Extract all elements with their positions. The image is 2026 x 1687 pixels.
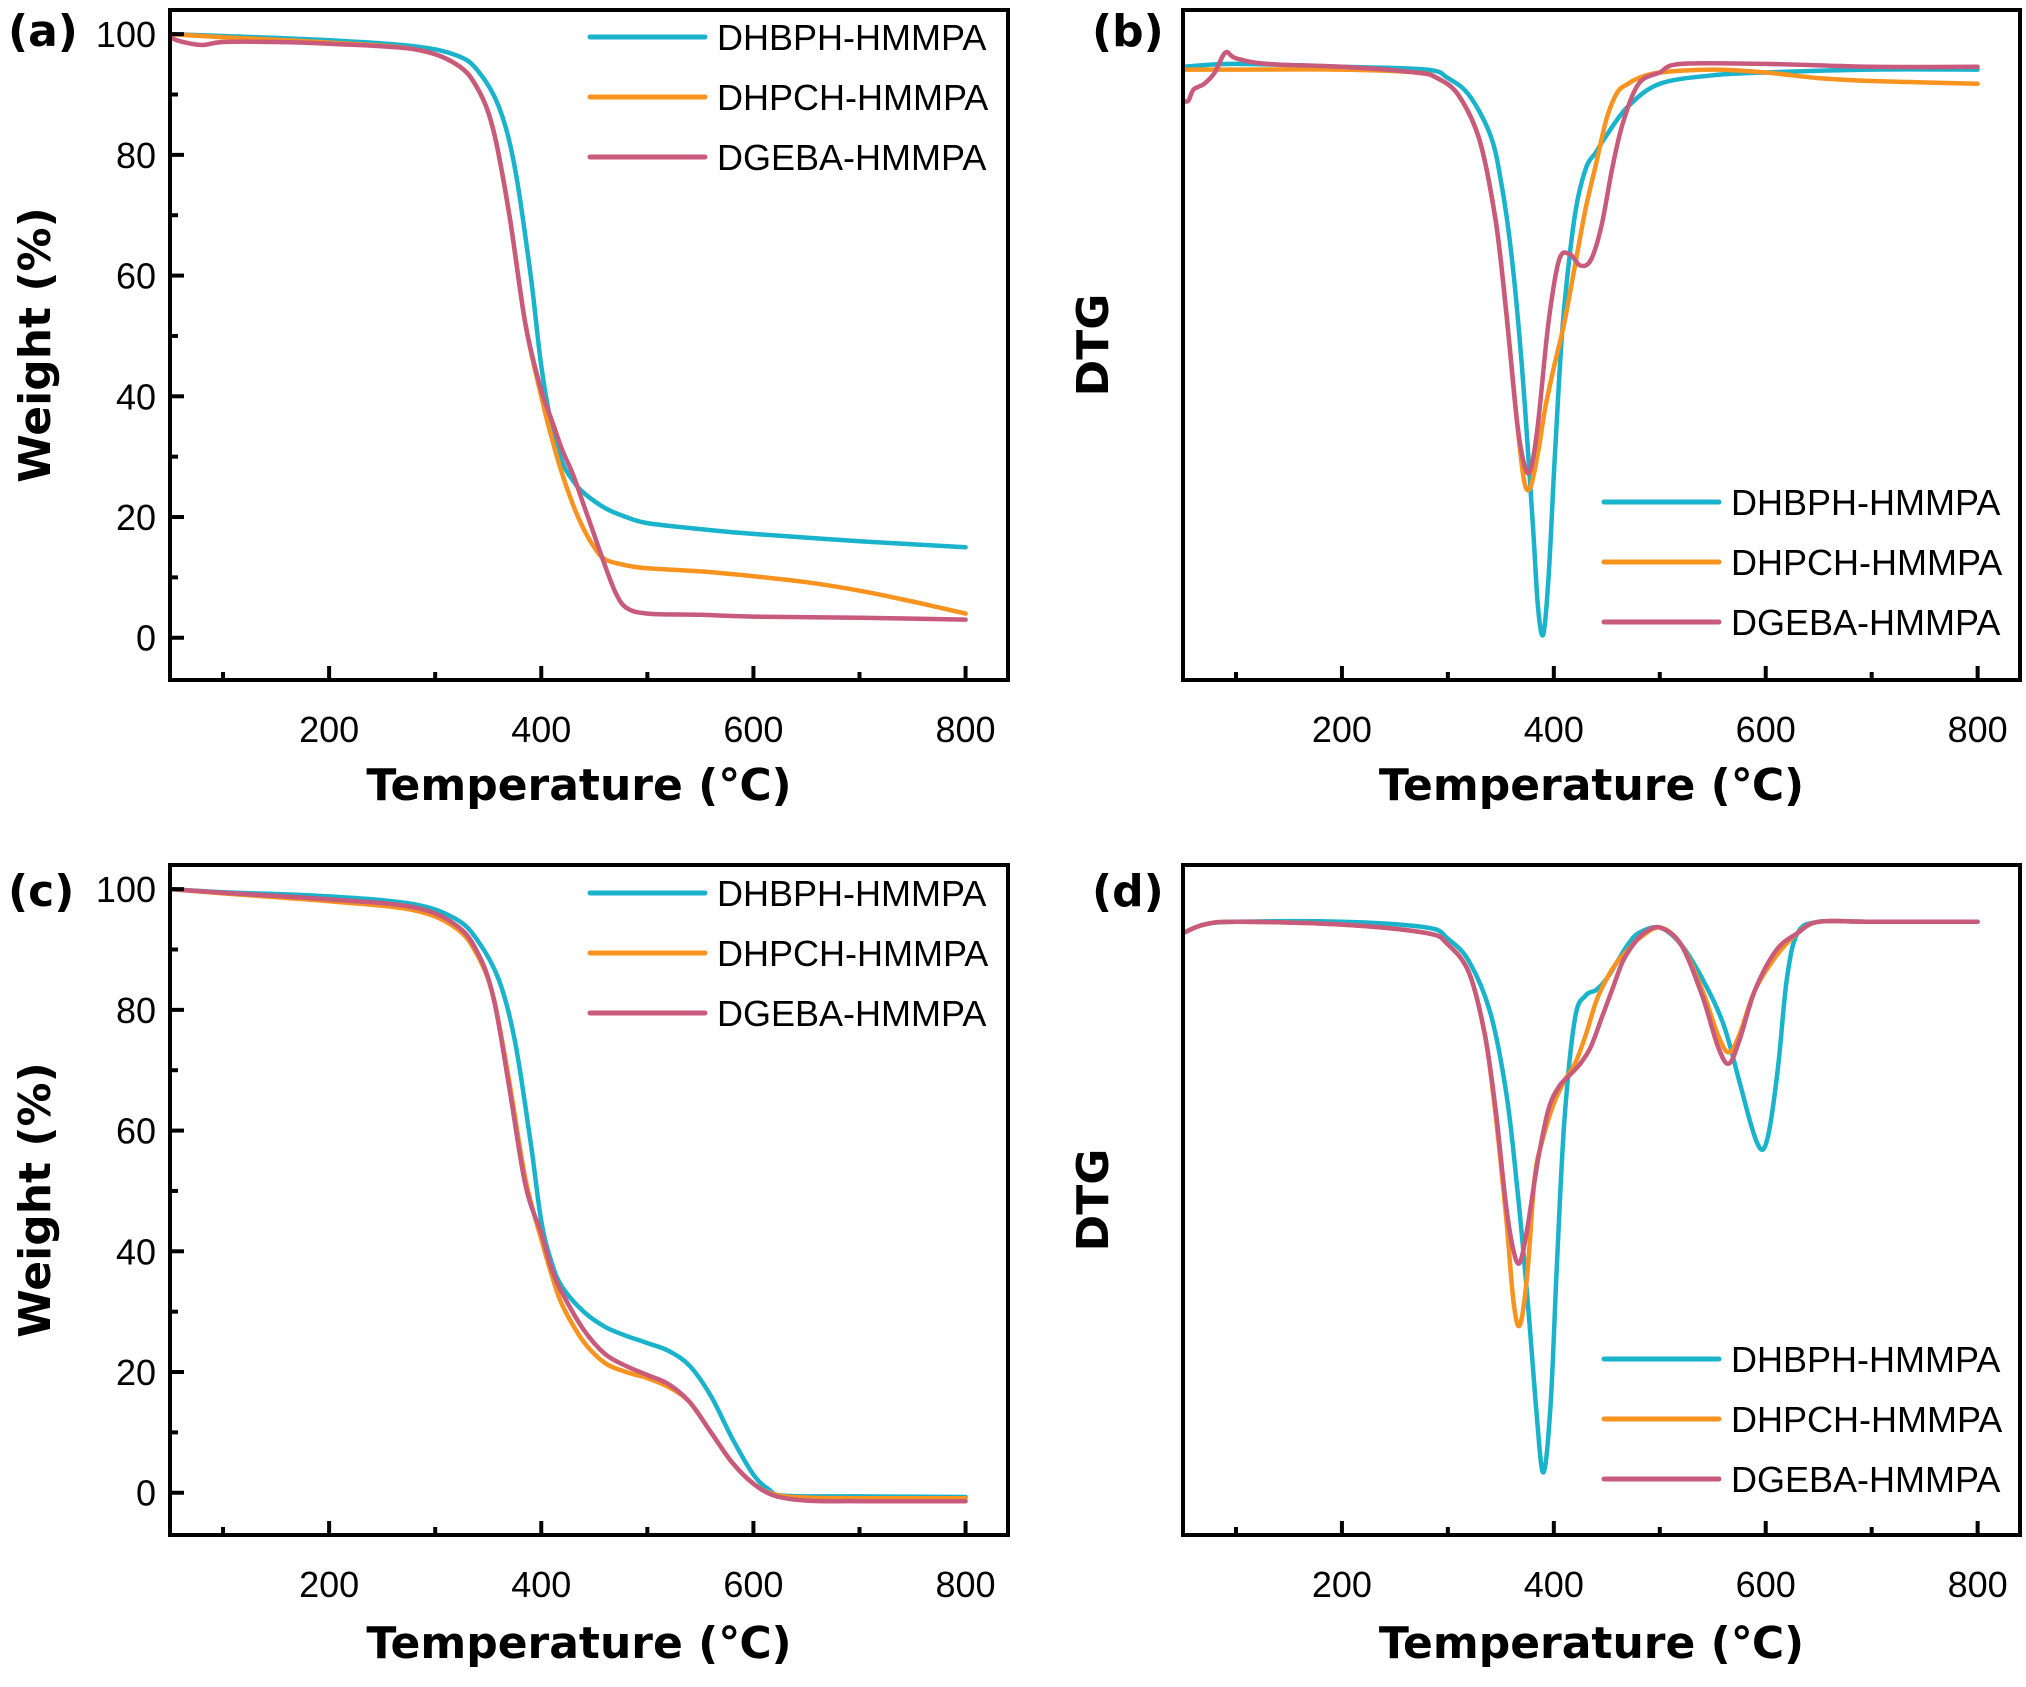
x-tick-label: 800 (1948, 1564, 2008, 1605)
legend: DHBPH-HMMPA DHPCH-HMMPA DGEBA-HMMPA (587, 873, 988, 1034)
legend-label: DGEBA-HMMPA (717, 137, 986, 178)
legend-label: DHBPH-HMMPA (1731, 482, 2000, 523)
legend-item: DHBPH-HMMPA (1601, 1339, 2000, 1380)
series-line-dgeba-hmmpa (1183, 918, 1980, 1266)
y-tick-label: 40 (116, 1231, 156, 1272)
legend: DHBPH-HMMPA DHPCH-HMMPA DGEBA-HMMPA (1601, 1339, 2002, 1500)
legend-item: DGEBA-HMMPA (1601, 602, 2000, 643)
panel-d-dtg-chart: (d) 200 400 600 800 Temperature (℃) DTG DHBPH-… (1068, 863, 2022, 1669)
x-tick-label: 600 (1736, 1564, 1796, 1605)
panel-label-a: (a) (8, 6, 78, 57)
x-tick-label: 600 (1736, 709, 1796, 750)
legend-label: DGEBA-HMMPA (717, 993, 986, 1034)
legend: DHBPH-HMMPA DHPCH-HMMPA DGEBA-HMMPA (1601, 482, 2002, 643)
y-tick-label: 20 (116, 1352, 156, 1393)
series-line-dhbph-hmmpa (1183, 61, 1980, 638)
y-tick-label: 100 (96, 14, 156, 55)
legend-label: DHBPH-HMMPA (1731, 1339, 2000, 1380)
legend-label: DHBPH-HMMPA (717, 17, 986, 58)
legend-label: DHBPH-HMMPA (717, 873, 986, 914)
y-tick-label: 0 (136, 1473, 156, 1514)
panel-b-dtg-chart: (b) 200 400 600 800 Temperature (℃) DTG DHBPH-… (1068, 6, 2022, 811)
legend-item: DHBPH-HMMPA (587, 873, 986, 914)
y-tick-label: 80 (116, 990, 156, 1031)
legend-item: DHBPH-HMMPA (587, 17, 986, 58)
x-axis-title: Temperature (℃) (366, 1618, 791, 1669)
y-tick-label: 20 (116, 497, 156, 538)
x-tick-label: 200 (1312, 1564, 1372, 1605)
y-tick-label: 40 (116, 376, 156, 417)
x-tick-label: 400 (511, 1564, 571, 1605)
legend-item: DGEBA-HMMPA (587, 137, 986, 178)
y-tick-label: 80 (116, 135, 156, 176)
series-line-dhbph-hmmpa (1183, 918, 1980, 1475)
plot-frame (168, 8, 1010, 682)
panel-c-tga-chart: (c) 200 400 600 800 0 20 40 60 80 100 Temperature … (8, 863, 1010, 1669)
series-group (1183, 49, 1980, 638)
series-line-dhpch-hmmpa (1183, 918, 1980, 1329)
panel-label-b: (b) (1092, 6, 1164, 57)
series-group (170, 31, 968, 622)
series-line-dhpch-hmmpa (170, 31, 968, 616)
plot-frame (1181, 8, 2022, 682)
series-line-dhbph-hmmpa (170, 886, 968, 1500)
panel-label-c: (c) (8, 866, 74, 917)
series-line-dgeba-hmmpa (170, 886, 968, 1504)
y-axis-title: Weight (%) (10, 207, 61, 482)
y-axis-title: Weight (%) (10, 1062, 61, 1337)
series-line-dgeba-hmmpa (1183, 49, 1980, 476)
y-tick-label: 0 (136, 618, 156, 659)
series-group (170, 886, 968, 1504)
legend: DHBPH-HMMPA DHPCH-HMMPA DGEBA-HMMPA (587, 17, 988, 178)
x-tick-label: 800 (936, 1564, 996, 1605)
legend-item: DHPCH-HMMPA (587, 933, 988, 974)
panel-a-tga-chart: (a) 200 400 600 800 0 20 40 60 80 100 Temperature … (8, 6, 1010, 811)
x-tick-label: 200 (1312, 709, 1372, 750)
legend-label: DGEBA-HMMPA (1731, 602, 2000, 643)
y-tick-label: 100 (96, 869, 156, 910)
y-tick-label: 60 (116, 256, 156, 297)
x-tick-label: 400 (1524, 1564, 1584, 1605)
legend-label: DHPCH-HMMPA (717, 933, 988, 974)
legend-item: DGEBA-HMMPA (1601, 1459, 2000, 1500)
legend-item: DHPCH-HMMPA (1601, 1399, 2002, 1440)
series-line-dhpch-hmmpa (1183, 67, 1980, 493)
legend-item: DHPCH-HMMPA (1601, 542, 2002, 583)
x-tick-label: 400 (1524, 709, 1584, 750)
x-axis-title: Temperature (℃) (366, 760, 791, 811)
x-tick-label: 600 (723, 709, 783, 750)
x-tick-label: 600 (723, 1564, 783, 1605)
x-tick-label: 400 (511, 709, 571, 750)
x-tick-label: 200 (299, 1564, 359, 1605)
legend-label: DHPCH-HMMPA (717, 77, 988, 118)
y-tick-label: 60 (116, 1111, 156, 1152)
legend-label: DGEBA-HMMPA (1731, 1459, 2000, 1500)
y-axis-title: DTG (1068, 1149, 1119, 1252)
series-line-dgeba-hmmpa (170, 34, 968, 622)
legend-item: DGEBA-HMMPA (587, 993, 986, 1034)
series-group (1183, 918, 1980, 1475)
legend-label: DHPCH-HMMPA (1731, 542, 2002, 583)
x-axis-title: Temperature (℃) (1379, 1618, 1804, 1669)
legend-item: DHPCH-HMMPA (587, 77, 988, 118)
x-tick-label: 200 (299, 709, 359, 750)
legend-item: DHBPH-HMMPA (1601, 482, 2000, 523)
panel-label-d: (d) (1092, 866, 1164, 917)
y-axis-title: DTG (1068, 294, 1119, 397)
x-tick-label: 800 (936, 709, 996, 750)
legend-label: DHPCH-HMMPA (1731, 1399, 2002, 1440)
x-tick-label: 800 (1948, 709, 2008, 750)
x-axis-title: Temperature (℃) (1379, 760, 1804, 811)
plot-frame (1181, 863, 2022, 1537)
series-line-dhpch-hmmpa (170, 886, 968, 1501)
plot-frame (168, 863, 1010, 1537)
